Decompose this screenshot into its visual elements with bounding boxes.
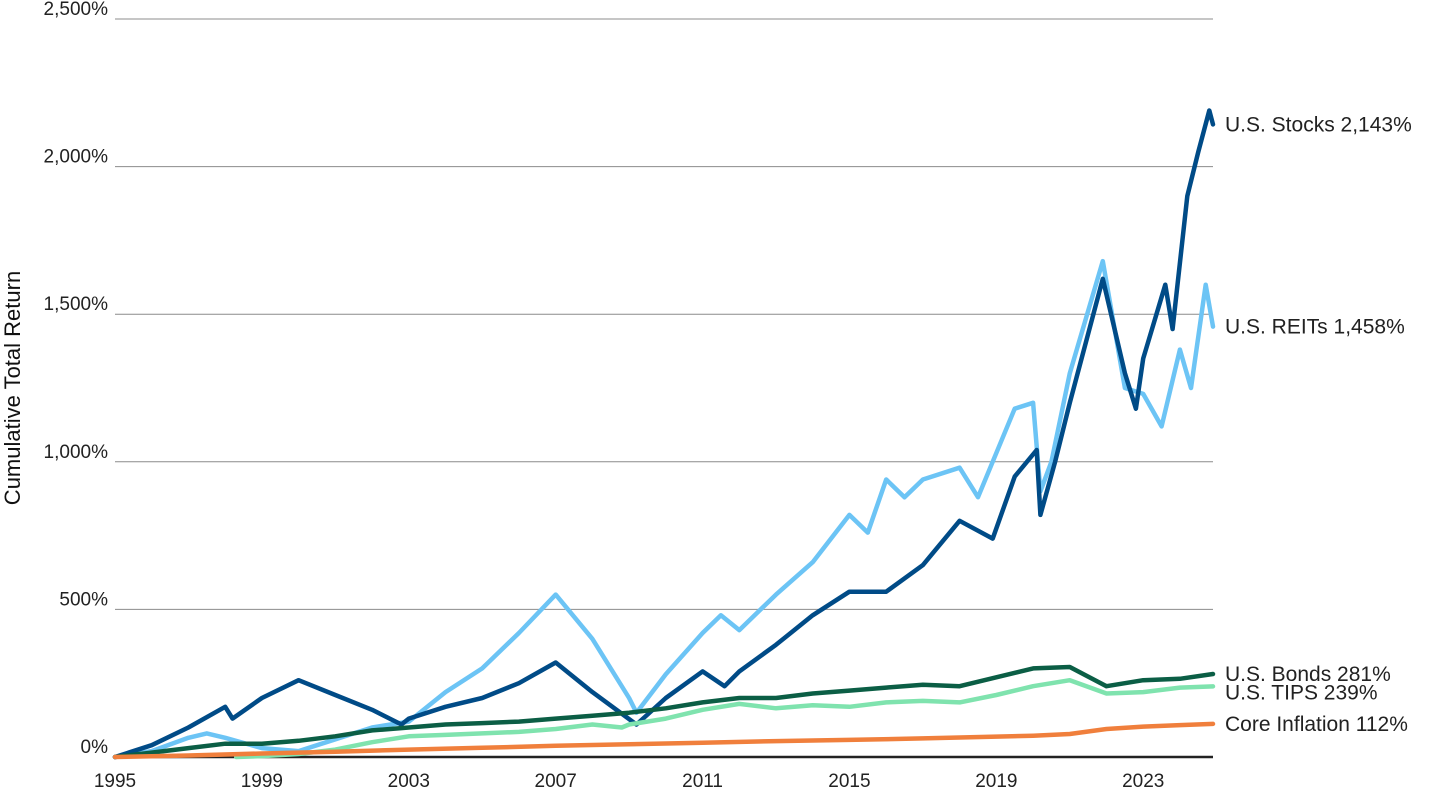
x-tick-label: 2007 [535, 771, 577, 792]
end-label-u-s-reits: U.S. REITs 1,458% [1225, 316, 1405, 339]
series-line-u-s-stocks [112, 108, 1216, 760]
end-label-u-s-bonds: U.S. Bonds 281% [1225, 663, 1391, 686]
y-tick-label: 2,000% [44, 147, 109, 168]
x-tick-label: 2023 [1122, 771, 1164, 792]
x-tick-label: 2019 [975, 771, 1017, 792]
x-tick-label: 1995 [94, 771, 136, 792]
gridlines [115, 18, 1213, 759]
y-tick-label: 0% [81, 737, 109, 758]
x-axis-tick-labels: 1995 1999 2003 2007 2011 2015 2019 2023 [94, 771, 1165, 792]
end-label-u-s-stocks: U.S. Stocks 2,143% [1225, 113, 1412, 136]
x-tick-label: 2011 [682, 771, 723, 792]
x-tick-label: 2003 [388, 771, 430, 792]
y-tick-label: 1,000% [44, 442, 109, 463]
y-tick-label: 2,500% [44, 0, 109, 20]
end-label-core-inflation: Core Inflation 112% [1225, 713, 1408, 736]
series-line-u-s-tips [233, 677, 1216, 760]
series-lines [112, 108, 1216, 760]
series-line-u-s-bonds [112, 664, 1216, 760]
y-tick-label: 500% [59, 589, 108, 610]
x-tick-label: 2015 [828, 771, 870, 792]
y-tick-label: 1,500% [44, 294, 109, 315]
y-axis-title: Cumulative Total Return [0, 271, 25, 505]
x-tick-label: 1999 [241, 771, 283, 792]
series-line-core-inflation [112, 721, 1216, 760]
series-line-u-s-reits [112, 258, 1216, 760]
series-end-labels: U.S. REITs 1,458% U.S. Stocks 2,143% U.S. … [1225, 113, 1412, 736]
end-label-u-s-tips: U.S. TIPS 239% [1225, 681, 1378, 704]
y-axis-tick-labels: 0% 500% 1,000% 1,500% 2,000% 2,500% [44, 0, 109, 758]
